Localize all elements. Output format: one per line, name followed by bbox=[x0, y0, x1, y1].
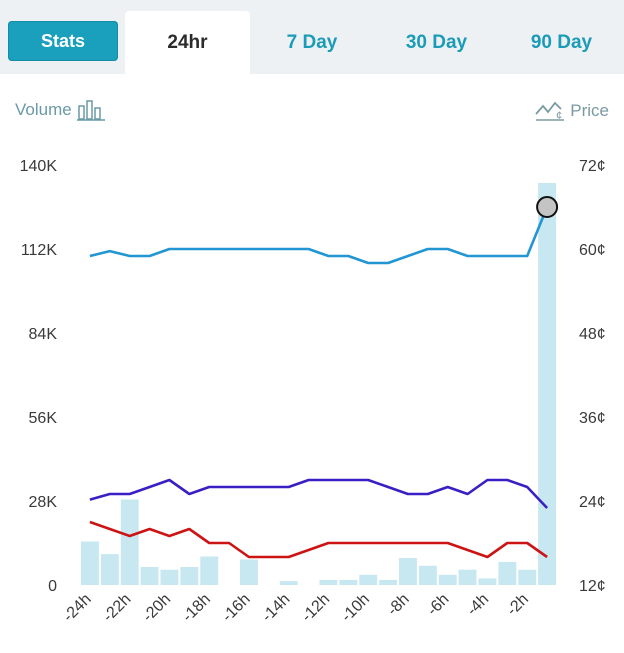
volume-bar bbox=[100, 554, 119, 585]
x-tick-label: -2h bbox=[504, 591, 532, 619]
volume-axis: 0 28K 56K 84K 112K 140K bbox=[20, 158, 58, 595]
price-tick-label: 48¢ bbox=[579, 326, 606, 343]
price-legend-label: Price bbox=[570, 101, 609, 120]
tab-bar: Stats 24hr 7 Day 30 Day 90 Day bbox=[0, 0, 624, 74]
x-tick-label: -10h bbox=[338, 591, 373, 626]
volume-price-chart: 0 28K 56K 84K 112K 140K 12¢ 24¢ 36¢ 48¢ 60¢ 72¢ -2… bbox=[20, 158, 606, 626]
latest-price-marker[interactable] bbox=[536, 196, 559, 218]
price-tick-label: 24¢ bbox=[579, 494, 606, 511]
volume-tick-label: 28K bbox=[29, 494, 58, 511]
price-tick-label: 12¢ bbox=[579, 578, 606, 595]
price-axis: 12¢ 24¢ 36¢ 48¢ 60¢ 72¢ bbox=[579, 158, 606, 595]
stats-button[interactable]: Stats bbox=[8, 21, 118, 61]
volume-bar bbox=[518, 569, 537, 585]
x-tick-label: -4h bbox=[464, 591, 492, 619]
price-tick-label: 72¢ bbox=[579, 158, 606, 175]
volume-bar bbox=[438, 574, 457, 585]
x-tick-label: -24h bbox=[60, 591, 95, 626]
volume-bars bbox=[81, 183, 556, 585]
volume-bar bbox=[140, 567, 159, 585]
x-tick-label: -18h bbox=[179, 591, 214, 626]
volume-tick-label: 0 bbox=[48, 578, 57, 595]
x-tick-label: -12h bbox=[299, 591, 334, 626]
price-lines bbox=[89, 196, 559, 559]
price-line-low bbox=[89, 520, 548, 559]
volume-legend: Volume bbox=[15, 98, 106, 122]
volume-tick-label: 56K bbox=[29, 410, 58, 427]
x-tick-label: -16h bbox=[219, 591, 254, 626]
volume-bar bbox=[379, 579, 397, 585]
volume-bar bbox=[160, 569, 179, 585]
x-tick-label: -6h bbox=[424, 591, 452, 619]
volume-bar bbox=[498, 561, 517, 585]
price-tick-label: 36¢ bbox=[579, 410, 606, 427]
price-line-high bbox=[89, 206, 549, 265]
volume-tick-label: 84K bbox=[29, 326, 58, 343]
volume-bar bbox=[418, 565, 437, 585]
volume-bar bbox=[478, 578, 497, 585]
volume-tick-label: 140K bbox=[20, 158, 58, 175]
x-tick-label: -22h bbox=[100, 591, 135, 626]
volume-bar bbox=[538, 183, 556, 585]
volume-legend-label: Volume bbox=[15, 100, 72, 119]
tab-90-day[interactable]: 90 Day bbox=[530, 31, 593, 53]
volume-bar bbox=[180, 567, 199, 585]
volume-bar bbox=[399, 558, 417, 585]
volume-bar bbox=[359, 574, 378, 585]
price-legend: ¢ Price bbox=[534, 98, 609, 124]
price-line-icon: ¢ bbox=[535, 101, 565, 122]
volume-tick-label: 112K bbox=[21, 242, 58, 259]
x-tick-label: -14h bbox=[259, 591, 294, 626]
price-line-mid bbox=[89, 478, 549, 509]
volume-bar bbox=[81, 541, 99, 585]
svg-text:¢: ¢ bbox=[556, 110, 562, 122]
volume-bar bbox=[279, 581, 298, 585]
volume-bar bbox=[240, 559, 258, 585]
x-tick-label: -20h bbox=[140, 591, 175, 626]
tab-30-day[interactable]: 30 Day bbox=[405, 31, 468, 53]
volume-bar bbox=[200, 556, 219, 585]
x-tick-label: -8h bbox=[384, 591, 412, 619]
volume-bar bbox=[458, 569, 477, 585]
tab-7-day[interactable]: 7 Day bbox=[286, 31, 338, 53]
x-axis: -24h -22h -20h -18h -16h -14h -12h -10h -8h -6h -4… bbox=[60, 591, 532, 626]
price-tick-label: 60¢ bbox=[579, 242, 606, 259]
volume-bar bbox=[319, 579, 338, 585]
tab-24hr[interactable]: 24hr bbox=[125, 11, 250, 74]
volume-bar bbox=[339, 579, 358, 585]
bar-chart-icon bbox=[76, 100, 105, 121]
volume-bar bbox=[120, 499, 139, 585]
